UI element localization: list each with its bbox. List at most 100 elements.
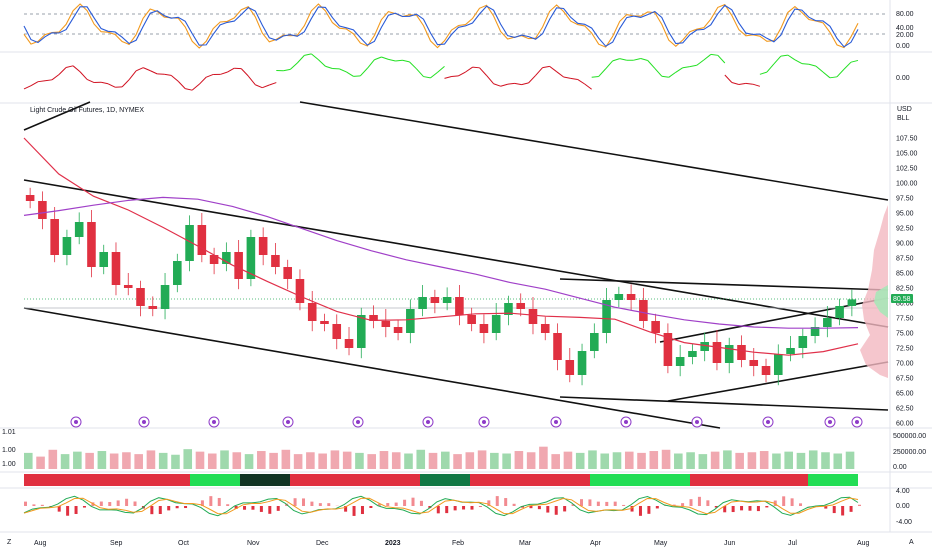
macd-histogram-bar xyxy=(748,506,751,511)
macd-histogram-bar xyxy=(24,502,27,506)
unit-label: BLL xyxy=(897,115,910,122)
volume-bar xyxy=(613,452,622,469)
volume-bar xyxy=(196,452,205,469)
candle-body xyxy=(565,360,574,375)
volume-bar xyxy=(294,454,303,469)
price-tick-label: 60.00 xyxy=(896,421,914,428)
candle-body xyxy=(578,351,587,375)
macd-histogram-bar xyxy=(159,506,162,514)
candle-body xyxy=(320,321,329,324)
price-tick-label: 87.50 xyxy=(896,256,914,263)
event-marker-dot xyxy=(286,420,290,424)
event-marker-dot xyxy=(426,420,430,424)
macd-tick-label: 0.00 xyxy=(896,503,910,510)
auto-scale-icon[interactable]: A xyxy=(909,539,914,546)
candle-body xyxy=(492,315,501,333)
volume-bar xyxy=(392,452,401,469)
macd-histogram-bar xyxy=(319,503,322,506)
candle-body xyxy=(431,297,440,303)
macd-histogram-bar xyxy=(260,506,263,512)
candle-body xyxy=(357,315,366,348)
volume-bar xyxy=(478,450,487,469)
volume-bar xyxy=(134,454,143,469)
x-tick-label: Sep xyxy=(110,540,123,547)
macd-histogram-bar xyxy=(412,498,415,506)
stoch-tick-label: 80.00 xyxy=(896,11,914,18)
event-marker-dot xyxy=(356,420,360,424)
candle-body xyxy=(394,327,403,333)
macd-histogram-bar xyxy=(226,504,229,506)
macd-tick-label: -4.00 xyxy=(896,519,912,526)
candle-body xyxy=(136,288,145,306)
candle-body xyxy=(259,237,268,255)
macd-histogram-bar xyxy=(597,502,600,506)
candle-body xyxy=(823,318,832,327)
macd-histogram-bar xyxy=(218,498,221,506)
macd-histogram-bar xyxy=(117,500,120,506)
volume-bar xyxy=(306,452,315,469)
volume-bar xyxy=(515,451,524,469)
macd-histogram-bar xyxy=(100,502,103,506)
macd-histogram-bar xyxy=(41,505,44,506)
volume-bar xyxy=(331,450,340,469)
momentum-segment xyxy=(353,76,360,77)
candle-body xyxy=(516,303,525,309)
macd-histogram-bar xyxy=(791,498,794,506)
volume-bar xyxy=(748,452,757,469)
x-tick-label: Jun xyxy=(724,540,735,547)
candle-body xyxy=(455,297,464,315)
stoch-tick-label: 40.00 xyxy=(896,25,914,32)
candle-body xyxy=(382,321,391,327)
volume-bar xyxy=(355,453,364,469)
candle-body xyxy=(345,339,354,348)
volume-bar xyxy=(380,451,389,469)
macd-histogram-bar xyxy=(757,506,760,511)
event-marker-dot xyxy=(554,420,558,424)
x-tick-label: Mar xyxy=(519,540,532,547)
volume-bar xyxy=(318,454,327,470)
macd-histogram-bar xyxy=(538,506,541,509)
event-marker-dot xyxy=(482,420,486,424)
signal-strip-segment xyxy=(290,474,420,486)
volume-bar xyxy=(809,450,818,469)
x-tick-label: Jul xyxy=(788,540,797,547)
candle-body xyxy=(700,342,709,351)
volume-bar xyxy=(159,453,168,469)
price-tick-label: 97.50 xyxy=(896,196,914,203)
timezone-icon[interactable]: Z xyxy=(7,539,12,546)
candle-body xyxy=(443,297,452,303)
volume-bar xyxy=(416,450,425,469)
macd-histogram-bar xyxy=(479,506,482,507)
volume-bar xyxy=(453,454,462,469)
candle-body xyxy=(112,252,121,285)
macd-histogram-bar xyxy=(580,499,583,506)
price-tick-label: 82.50 xyxy=(896,286,914,293)
candle-body xyxy=(99,252,108,267)
price-tick-label: 65.00 xyxy=(896,391,914,398)
macd-histogram-bar xyxy=(310,502,313,506)
x-tick-label: Dec xyxy=(316,540,329,547)
candle-body xyxy=(283,267,292,279)
macd-histogram-bar xyxy=(403,500,406,506)
volume-bar xyxy=(220,450,229,469)
volume-bar xyxy=(600,454,609,470)
chart-title: Light Crude Oil Futures, 1D, NYMEX xyxy=(30,107,144,114)
price-tick-label: 75.00 xyxy=(896,331,914,338)
macd-histogram-bar xyxy=(302,498,305,506)
macd-histogram-bar xyxy=(555,506,558,515)
macd-histogram-bar xyxy=(361,506,364,514)
candle-body xyxy=(161,285,170,309)
price-tick-label: 105.00 xyxy=(896,151,918,158)
candle-body xyxy=(271,255,280,267)
price-tick-label: 67.50 xyxy=(896,376,914,383)
volume-bar xyxy=(711,452,720,469)
macd-histogram-bar xyxy=(251,506,254,510)
event-marker-dot xyxy=(212,420,216,424)
volume-bar xyxy=(576,453,585,469)
volume-bar xyxy=(760,451,769,469)
price-tick-label: 77.50 xyxy=(896,316,914,323)
macd-histogram-bar xyxy=(437,506,440,513)
volume-bar xyxy=(784,452,793,469)
x-tick-label: Oct xyxy=(178,540,189,547)
